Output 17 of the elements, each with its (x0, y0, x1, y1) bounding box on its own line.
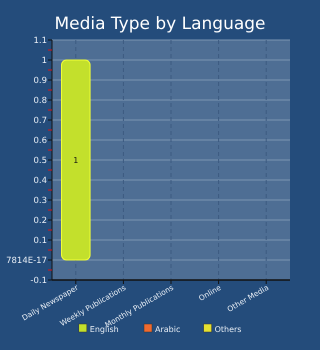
y-tick-label: 0.1 (33, 236, 47, 246)
y-tick-label: 1 (42, 56, 47, 66)
legend-label: Others (214, 325, 242, 334)
y-tick-label: 0.7 (33, 116, 47, 126)
y-tick-label: 0.5 (33, 156, 47, 166)
y-tick-label: 0.8 (33, 96, 47, 106)
chart-title: Media Type by Language (54, 14, 266, 34)
legend-label: Arabic (155, 325, 180, 334)
y-tick-label: 7814E-17 (6, 256, 47, 266)
y-tick-label: 0.4 (33, 176, 47, 186)
y-tick-label: 0.9 (33, 76, 47, 86)
y-tick-label: 1.1 (33, 36, 47, 46)
y-tick-label: 0.6 (33, 136, 47, 146)
y-tick-label: 0.2 (33, 216, 47, 226)
y-tick-label: 0.3 (33, 196, 47, 206)
y-tick-label: -0.1 (30, 276, 47, 286)
data-label: 1 (73, 156, 78, 165)
